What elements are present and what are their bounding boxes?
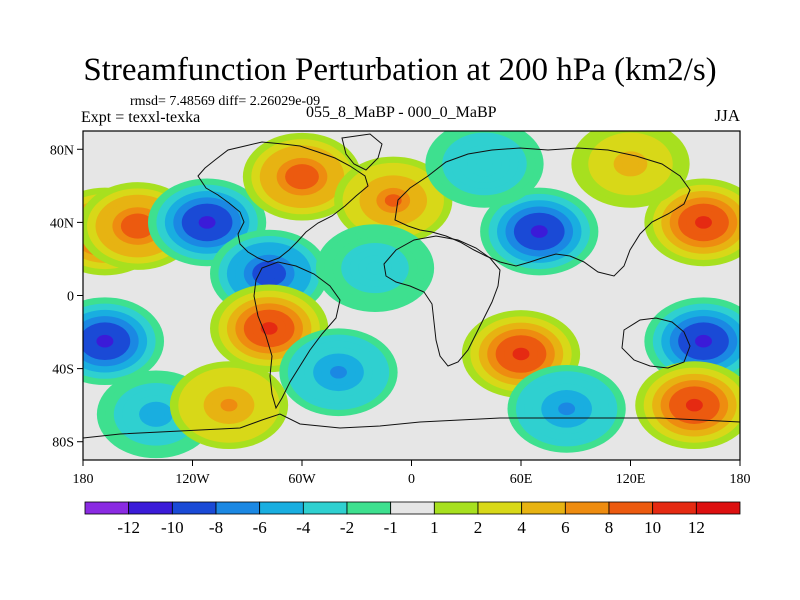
coastline-layer (83, 133, 740, 439)
x-tick-label: 120E (616, 472, 646, 487)
anomaly-high-arctic-eurasia (571, 131, 690, 208)
contour-band (512, 347, 530, 361)
colorbar-swatch (652, 501, 697, 515)
colorbar-swatch (390, 501, 435, 515)
coastline-africa (383, 235, 501, 367)
colorbar-swatch (215, 501, 261, 515)
colorbar-swatch (171, 501, 217, 515)
colorbar-label: 10 (644, 518, 661, 537)
x-tick-label: 0 (408, 472, 415, 487)
y-tick-label: 40S (52, 363, 74, 378)
contour-band (330, 366, 347, 379)
colorbar-swatch (477, 501, 523, 515)
contour-band (96, 334, 114, 348)
coastline-south-america (253, 261, 341, 410)
contour-band (129, 219, 147, 233)
colorbar-label: -12 (117, 518, 140, 537)
contour-band (260, 267, 278, 280)
field-layer (83, 131, 740, 460)
contour-band (622, 157, 639, 171)
anomaly-low-africa (315, 224, 435, 312)
contour-band (260, 322, 278, 335)
coastline-australia (621, 317, 691, 369)
colorbar-label: 12 (688, 518, 705, 537)
experiment-name-label: 055_8_MaBP - 000_0_MaBP (306, 104, 497, 121)
y-tick-label: 40N (50, 216, 74, 231)
coastline-eurasia (394, 147, 691, 277)
y-tick-label: 0 (67, 290, 74, 305)
colorbar-label: 4 (517, 518, 526, 537)
colorbar-swatch (346, 501, 392, 515)
x-tick-label: 120W (175, 472, 210, 487)
contour-band (558, 402, 576, 416)
colorbar-label: -1 (384, 518, 398, 537)
axes-layer: 180 120W 60W 0 60E 120E 180 80N 40N 0 40S 80S (50, 143, 751, 487)
contour-band (695, 216, 712, 229)
anomaly-low-australia (644, 297, 740, 386)
contour-band (685, 398, 703, 412)
colorbar-label: -4 (296, 518, 311, 537)
colorbar-swatch (564, 501, 610, 515)
colorbar-swatch (259, 501, 304, 515)
x-tick-label: 60E (510, 472, 533, 487)
y-tick-label: 80S (52, 436, 74, 451)
y-tick-label: 80N (50, 143, 74, 158)
chart-title: Streamfunction Perturbation at 200 hPa (… (83, 52, 717, 88)
colorbar-swatch (84, 501, 130, 515)
anomaly-high-far-south-pacific (169, 361, 289, 450)
x-tick-label: 180 (730, 472, 751, 487)
contour-band (198, 216, 216, 229)
colorbar-swatch (608, 501, 654, 515)
x-tick-label: 60W (288, 472, 316, 487)
coastline-greenland (341, 133, 383, 171)
colorbar-swatch (521, 501, 566, 515)
colorbar-swatch (433, 501, 479, 515)
colorbar-label: 6 (561, 518, 570, 537)
contour-band (476, 157, 493, 171)
contour-band (366, 261, 384, 275)
x-tick-label: 180 (73, 472, 94, 487)
contour-band (220, 398, 238, 412)
colorbar-label: -2 (340, 518, 354, 537)
contour-band (293, 170, 311, 183)
anomaly-low-southern-indian (507, 364, 626, 453)
coastline-antarctica (83, 413, 740, 439)
anomaly-low-central-asia (480, 187, 599, 276)
season-label: JJA (714, 106, 740, 125)
colorbar-swatch (695, 501, 741, 515)
contour-band (384, 194, 402, 207)
colorbar-swatch (128, 501, 173, 515)
colorbar-label: 8 (605, 518, 614, 537)
anomaly-low-south-atlantic (279, 328, 398, 417)
colorbar-swatch (302, 501, 348, 515)
colorbar-label: -6 (253, 518, 267, 537)
colorbar-label: 1 (430, 518, 439, 537)
contour-band (695, 334, 712, 348)
anomaly-low-south-pacific (83, 297, 165, 386)
contour-band (147, 408, 165, 421)
anomaly-high-pacific-east-asia (644, 178, 740, 267)
contour-band (530, 225, 548, 238)
anomaly-high-north-atlantic (334, 156, 453, 245)
experiment-label: Expt = texxl-texka (81, 109, 201, 126)
colorbar-label: -10 (161, 518, 184, 537)
colorbar-label: 2 (474, 518, 483, 537)
anomaly-high-southern-ocean (635, 361, 740, 450)
colorbar: -12 -10 -8 -6 -4 -2 -1 1 2 4 6 8 10 12 (84, 501, 741, 537)
rmsd-label: rmsd= 7.48569 diff= 2.26029e-09 (130, 94, 321, 109)
colorbar-label: -8 (209, 518, 223, 537)
coastline-north-america (197, 141, 369, 263)
anomaly-high-north-america (242, 132, 362, 221)
